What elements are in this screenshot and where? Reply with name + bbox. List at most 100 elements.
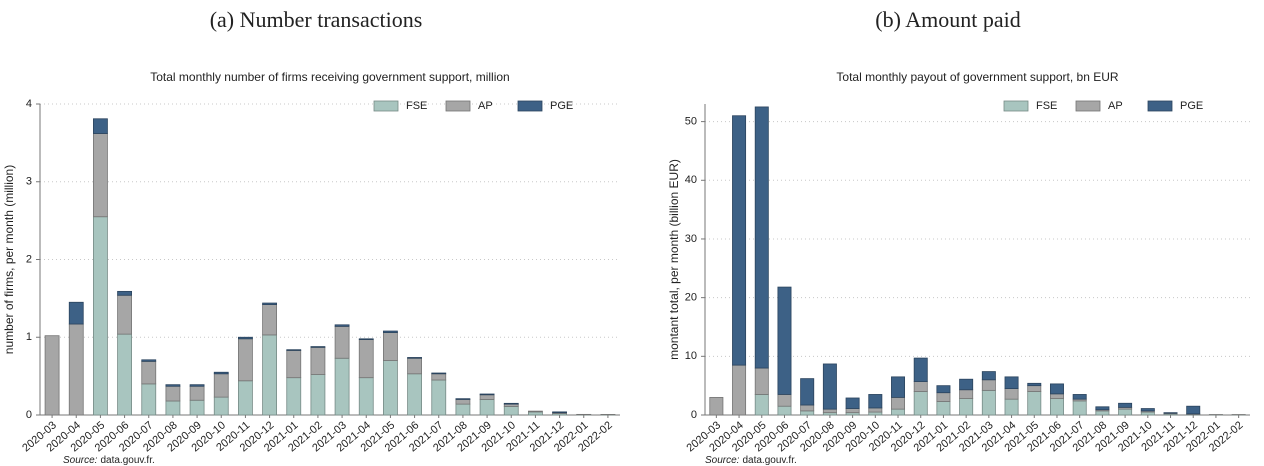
- bar-segment: [754, 394, 769, 416]
- bar-segment: [800, 378, 815, 406]
- bar-segment: [213, 396, 229, 416]
- legend-label: FSE: [406, 100, 427, 112]
- bar-segment: [238, 336, 253, 340]
- bar-segment: [262, 302, 277, 305]
- bar-segment: [262, 304, 277, 336]
- bar-segment: [383, 360, 398, 416]
- bar-segment: [455, 399, 471, 405]
- bar-segment: [777, 286, 792, 395]
- bar-segment: [959, 398, 974, 416]
- bar-segment: [528, 410, 543, 413]
- legend-label: FSE: [1036, 100, 1057, 112]
- source-note: Source: data.gouv.fr.: [63, 455, 155, 466]
- bar-segment: [800, 404, 815, 412]
- source-text: data.gouv.fr.: [742, 455, 796, 466]
- bar-segment: [891, 396, 906, 410]
- bar-segment: [845, 408, 860, 414]
- bar-segment: [141, 383, 157, 416]
- bar-segment: [286, 350, 302, 379]
- bar-segment: [431, 373, 447, 381]
- y-tick-label: 0: [26, 409, 32, 421]
- bar-segment: [455, 403, 471, 416]
- legend-swatch: [517, 100, 543, 112]
- source-label: Source:: [705, 455, 740, 466]
- bar-segment: [959, 378, 974, 391]
- y-tick-label: 0: [691, 409, 697, 421]
- bar-segment: [981, 379, 996, 391]
- bar-segment: [1140, 408, 1155, 412]
- bar-segment: [407, 373, 422, 416]
- bar-segment: [981, 371, 996, 381]
- bar-segment: [238, 338, 253, 382]
- bar-segment: [913, 391, 928, 416]
- bar-segment: [68, 323, 84, 416]
- bar-segment: [310, 374, 326, 416]
- bar-segment: [1140, 411, 1155, 416]
- bar-segment: [479, 399, 495, 416]
- bar-segment: [822, 408, 837, 414]
- bar-segment: [165, 385, 181, 402]
- bar-segment: [117, 294, 132, 335]
- bar-segment: [479, 393, 495, 396]
- bar-segment: [310, 346, 326, 375]
- legend-swatch: [1003, 100, 1029, 112]
- bar-segment: [383, 330, 398, 333]
- y-tick-label: 50: [685, 116, 697, 128]
- bar-segment: [1027, 382, 1042, 387]
- bar-segment: [68, 301, 84, 325]
- bar-segment: [503, 402, 519, 405]
- bar-segment: [959, 389, 974, 399]
- bar-segment: [334, 325, 350, 359]
- bar-segment: [868, 394, 883, 409]
- bar-segment: [334, 357, 350, 416]
- bar-segment: [845, 397, 860, 409]
- bar-segment: [528, 411, 543, 416]
- bar-segment: [358, 339, 374, 379]
- bar-segment: [913, 381, 928, 392]
- bar-segment: [141, 359, 157, 362]
- bar-segment: [213, 371, 229, 375]
- bar-segment: [1186, 405, 1201, 415]
- bar-segment: [479, 394, 495, 400]
- bar-segment: [117, 333, 132, 416]
- bar-segment: [431, 379, 447, 416]
- bar-segment: [1118, 408, 1133, 416]
- source-text: data.gouv.fr.: [100, 455, 154, 466]
- bar-segment: [141, 360, 157, 385]
- bar-segment: [238, 380, 253, 416]
- legend-swatch: [373, 100, 399, 112]
- bar-segment: [891, 408, 906, 416]
- bar-segment: [1049, 393, 1064, 399]
- y-tick-label: 10: [685, 350, 697, 362]
- bar-segment: [93, 216, 108, 416]
- bar-segment: [286, 349, 302, 351]
- bar-segment: [709, 396, 724, 416]
- bar-segment: [1027, 385, 1042, 392]
- bar-segment: [981, 389, 996, 416]
- bar-segment: [936, 401, 951, 416]
- bar-segment: [754, 106, 769, 369]
- legend-label: PGE: [550, 100, 573, 112]
- bar-segment: [117, 290, 132, 296]
- y-tick-label: 3: [26, 176, 32, 188]
- bar-segment: [44, 335, 60, 416]
- bar-segment: [936, 392, 951, 402]
- bar-segment: [407, 357, 422, 375]
- bar-segment: [1004, 398, 1019, 416]
- bar-segment: [310, 346, 326, 348]
- bar-segment: [358, 377, 374, 416]
- y-tick-label: 30: [685, 233, 697, 245]
- legend-swatch: [1147, 100, 1173, 112]
- bar-segment: [189, 384, 205, 387]
- bar-segment: [1004, 376, 1019, 389]
- bar-segment: [503, 406, 519, 416]
- bar-segment: [213, 373, 229, 398]
- bar-segment: [1072, 400, 1087, 416]
- bar-segment: [891, 376, 906, 398]
- source-note: Source: data.gouv.fr.: [705, 455, 797, 466]
- y-tick-label: 2: [26, 253, 32, 265]
- chart-title: Total monthly number of firms receiving …: [150, 70, 509, 84]
- bar-segment: [262, 334, 277, 416]
- bar-segment: [431, 372, 447, 375]
